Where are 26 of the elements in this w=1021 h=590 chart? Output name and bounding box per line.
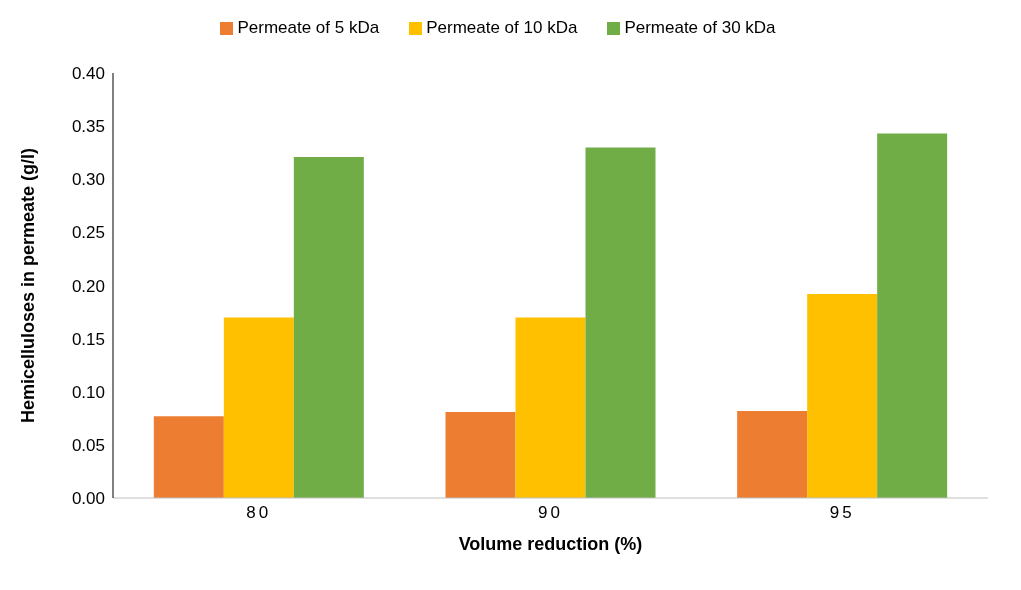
legend-label: Permeate of 5 kDa [237,18,380,37]
y-tick-label: 0.10 [71,382,105,402]
y-axis-title: Hemicelluloses in permeate (g/l) [18,147,39,424]
legend-label: Permeate of 10 kDa [426,18,578,37]
bar [737,410,808,498]
x-tick-label: 90 [538,503,563,523]
x-tick-label: 80 [246,503,272,523]
bar [807,294,878,498]
y-tick-label: 0.25 [71,223,105,243]
y-tick-label: 0.20 [71,276,105,296]
x-axis-title: Volume reduction (%) [458,534,643,554]
y-tick-label: 0.40 [71,64,105,84]
legend-label: Permeate of 30 kDa [624,18,776,37]
y-tick-label: 0.15 [71,329,105,349]
bar [293,156,364,498]
y-tick-label: 0.30 [71,170,105,190]
y-tick-label: 0.00 [71,489,105,509]
bar [515,317,586,498]
y-tick-label: 0.35 [71,117,105,137]
bar [153,416,224,498]
bar [877,133,948,498]
x-tick-label: 95 [829,503,855,523]
bar [223,317,294,498]
y-tick-label: 0.05 [71,435,105,455]
bar [445,411,516,498]
bar [585,147,656,498]
